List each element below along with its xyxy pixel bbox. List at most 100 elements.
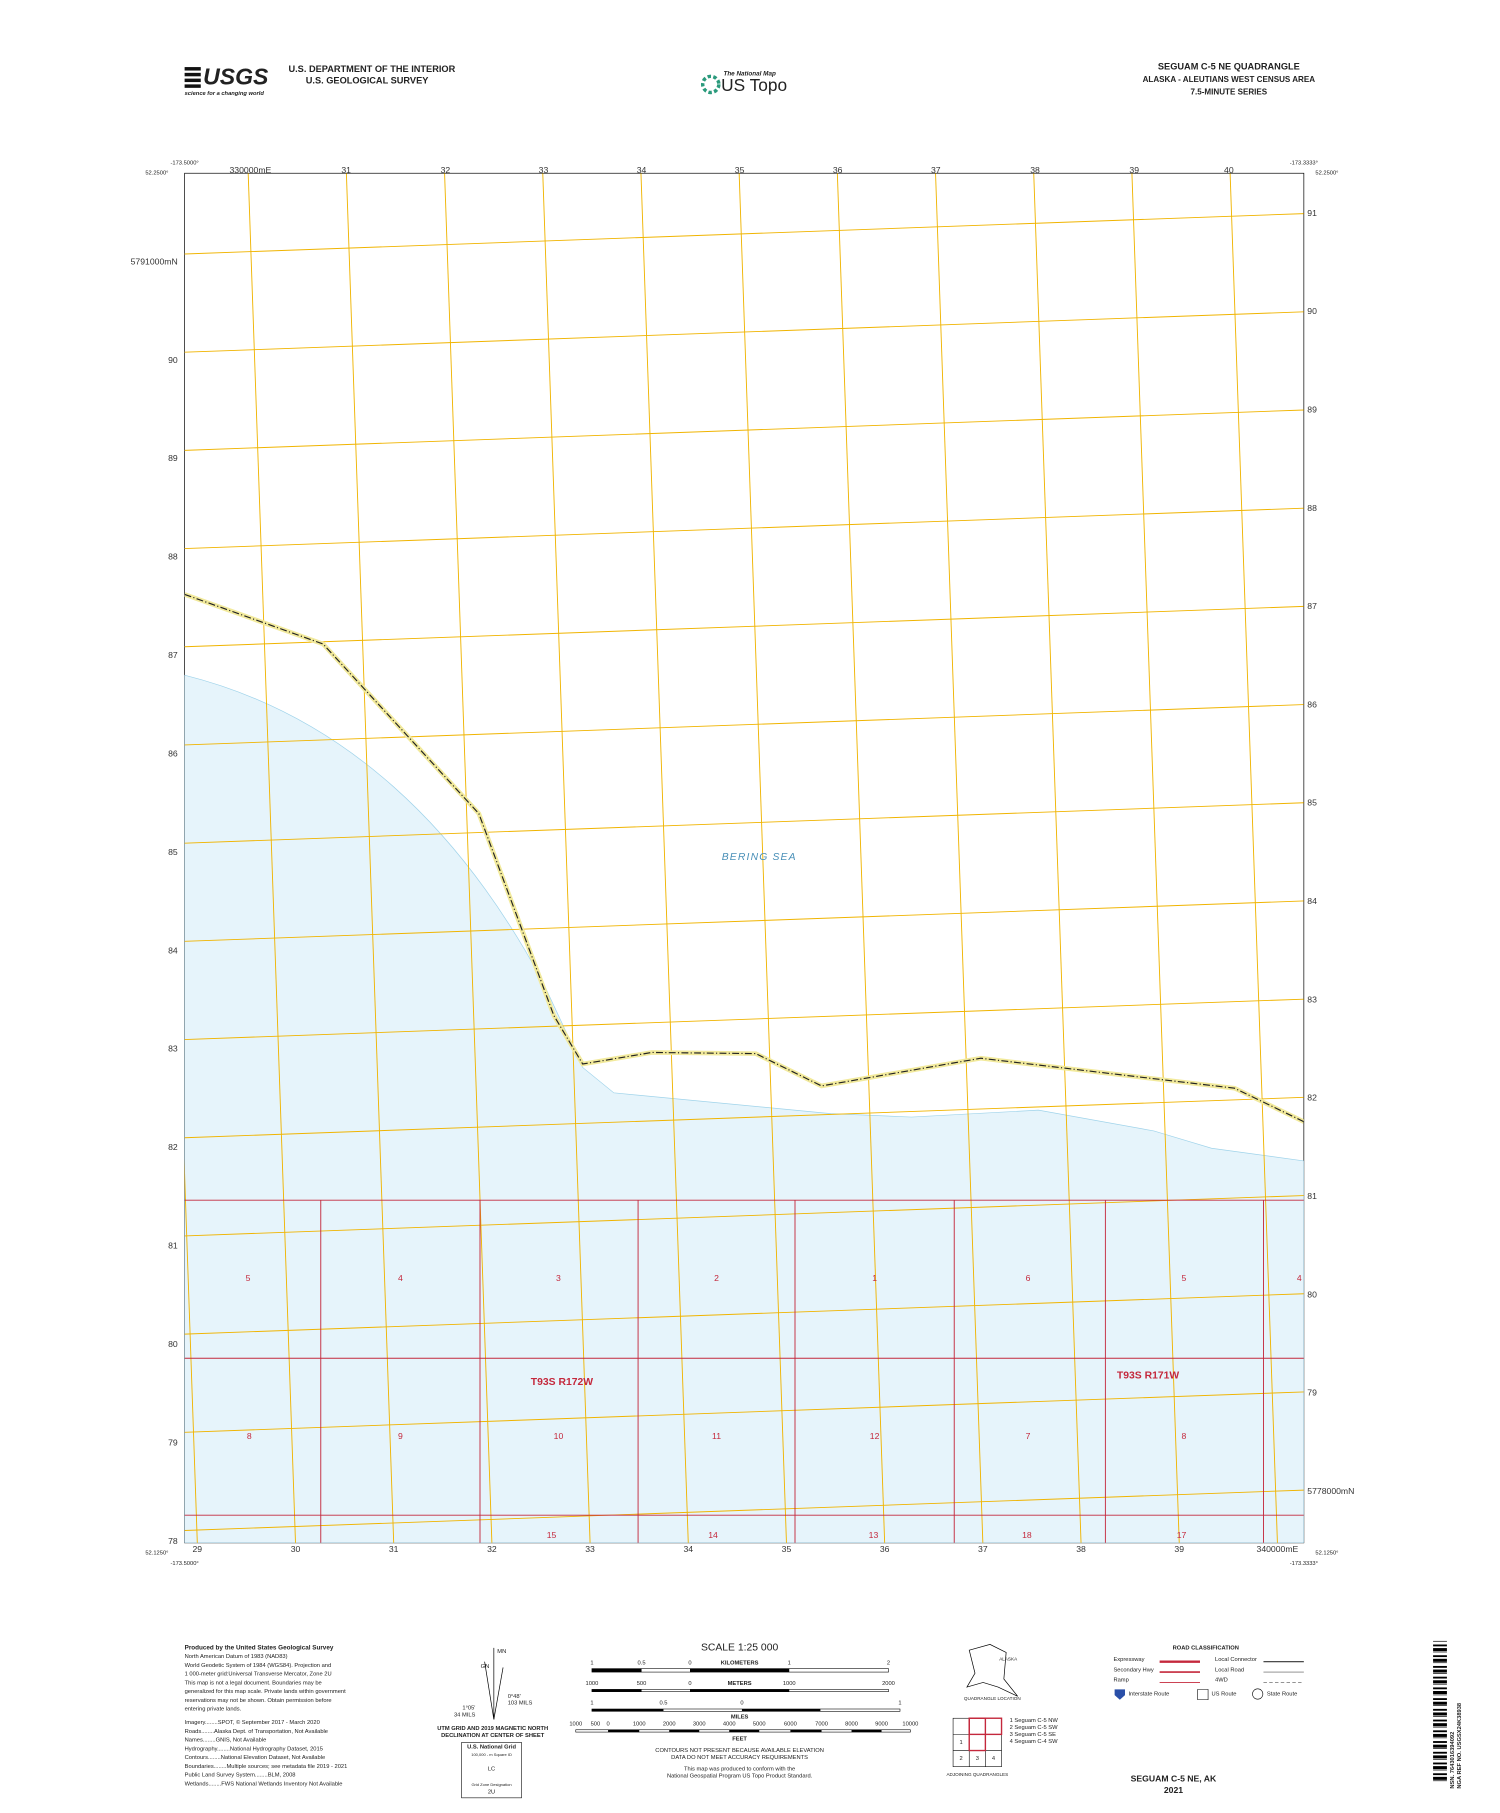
northing-label: 81 [168,1241,178,1251]
barcode-bar [1433,1644,1447,1647]
scale-tick: 1000 [586,1681,599,1687]
sheet-year: 2021 [1164,1785,1183,1795]
usgs-logo: USGS science for a changing world [184,64,269,97]
easting-label: 36 [880,1544,890,1554]
adjoining-cell: 1 [960,1740,963,1746]
barcode-bar [1433,1758,1447,1760]
scale-tick: 2000 [663,1722,676,1728]
northing-label: 78 [168,1536,178,1546]
northing-label: 90 [168,355,178,365]
map-content [184,173,1304,1543]
northing-line [184,1391,1304,1433]
easting-line [247,173,296,1543]
grid-zone-text: Grid Zone Designation [471,1782,511,1787]
declination-diagram [484,1647,504,1720]
location-caption: QUADRANGLE LOCATION [964,1696,1021,1701]
northing-line [184,998,1304,1040]
northing-label: 87 [1307,601,1317,611]
northing-label: 89 [1307,405,1317,415]
scale-tick: 2 [887,1660,890,1666]
credit-line: Imagery........SPOT, © September 2017 - … [185,1719,320,1726]
mn-label: MN [497,1649,506,1655]
scale-tick: 3000 [693,1722,706,1728]
barcode-bar [1433,1776,1447,1780]
credit-line: This map is not a legal document. Bounda… [185,1680,322,1686]
easting-label: 30 [291,1544,301,1554]
section-number: 9 [398,1431,403,1441]
collar-footer: NSN. 7643016394092 NGA REF NO. USGSX24K38… [185,1640,1463,1799]
credit-line: Wetlands........FWS National Wetlands In… [185,1782,343,1788]
section-number: 1 [872,1273,877,1283]
barcode-bar [1433,1748,1447,1749]
barcode-bar [1433,1673,1447,1674]
barcode-bar [1433,1698,1447,1700]
northing-label: 82 [168,1142,178,1152]
road-type: Local Connector [1215,1657,1257,1663]
easting-line [1229,173,1278,1543]
barcode-bar [1433,1651,1447,1653]
grid-zone-box [461,1742,522,1799]
barcode-bar [1433,1648,1447,1652]
section-number: 13 [869,1530,879,1540]
scale-tick: 0.5 [659,1701,667,1707]
easting-line [444,173,493,1543]
barcode-bar [1433,1683,1447,1685]
scale-tick: 500 [591,1722,601,1728]
corner-lat: 52.2500° [1315,171,1338,177]
northing-line [184,1489,1304,1531]
barcode-bar [1433,1773,1447,1776]
quad-name: SEGUAM C-5 NE QUADRANGLE [1158,62,1300,72]
plss-grid [184,1199,1304,1543]
adjoining-name: 3 Seguam C-5 SE [1010,1732,1057,1738]
section-number: 17 [1177,1530,1187,1540]
scale-tick: 1000 [633,1722,646,1728]
barcode-bar [1433,1733,1447,1737]
section-number: 6 [1026,1273,1031,1283]
barcode-bar [1433,1680,1447,1684]
northing-line [184,409,1304,451]
easting-line [935,173,984,1543]
road-type: Expressway [1113,1657,1144,1663]
easting-label: 37 [978,1544,988,1554]
grid-zone-square: LC [488,1767,495,1773]
scale-tick: 1000 [783,1681,796,1687]
easting-line [542,173,591,1543]
road-type: Ramp [1113,1678,1128,1684]
northing-line [184,213,1304,255]
scale-title: SCALE 1:25 000 [701,1643,779,1654]
road-type: 4WD [1215,1678,1228,1684]
northing-label: 85 [1307,798,1317,808]
barcode-bar [1433,1701,1447,1705]
barcode-bar [1433,1737,1447,1739]
barcode-text: NGA REF NO. USGSX24K38938 [1457,1702,1463,1789]
scale-tick: 2000 [882,1681,895,1687]
easting-label: 37 [931,165,941,175]
adjoining-cell: 3 [976,1756,979,1762]
adjoining-cell: 2 [960,1756,963,1762]
easting-label: 330000mE [229,165,271,175]
scale-tick: 0 [688,1660,691,1666]
route-type: State Route [1267,1692,1297,1698]
northing-label: 87 [168,650,178,660]
credit-line: 1 000-meter grid:Universal Transverse Me… [185,1672,332,1678]
easting-line [345,173,395,1543]
corner-lon: -173.5000° [171,1561,199,1567]
northing-label: 83 [168,1044,178,1054]
adjoining-name: 2 Seguam C-5 SW [1010,1725,1059,1731]
township-label: T93S R172W [531,1377,593,1388]
scale-tick: 9000 [875,1722,888,1728]
barcode-bar [1433,1730,1447,1733]
unit-label: FEET [732,1737,747,1743]
scale-tick: 0.5 [638,1660,646,1666]
northing-line [184,1195,1304,1237]
barcode-bar [1433,1751,1447,1754]
scale-tick: 1 [788,1660,791,1666]
scale-note: CONTOURS NOT PRESENT BECAUSE AVAILABLE E… [655,1748,824,1754]
credit-line: entering private lands. [185,1707,242,1713]
northing-label: 5791000mN [131,256,178,266]
barcode-bar [1433,1716,1447,1717]
section-number: 12 [870,1431,880,1441]
alaska-outline [966,1644,1018,1697]
credit-line: World Geodetic System of 1984 (WGS84). P… [185,1663,332,1669]
